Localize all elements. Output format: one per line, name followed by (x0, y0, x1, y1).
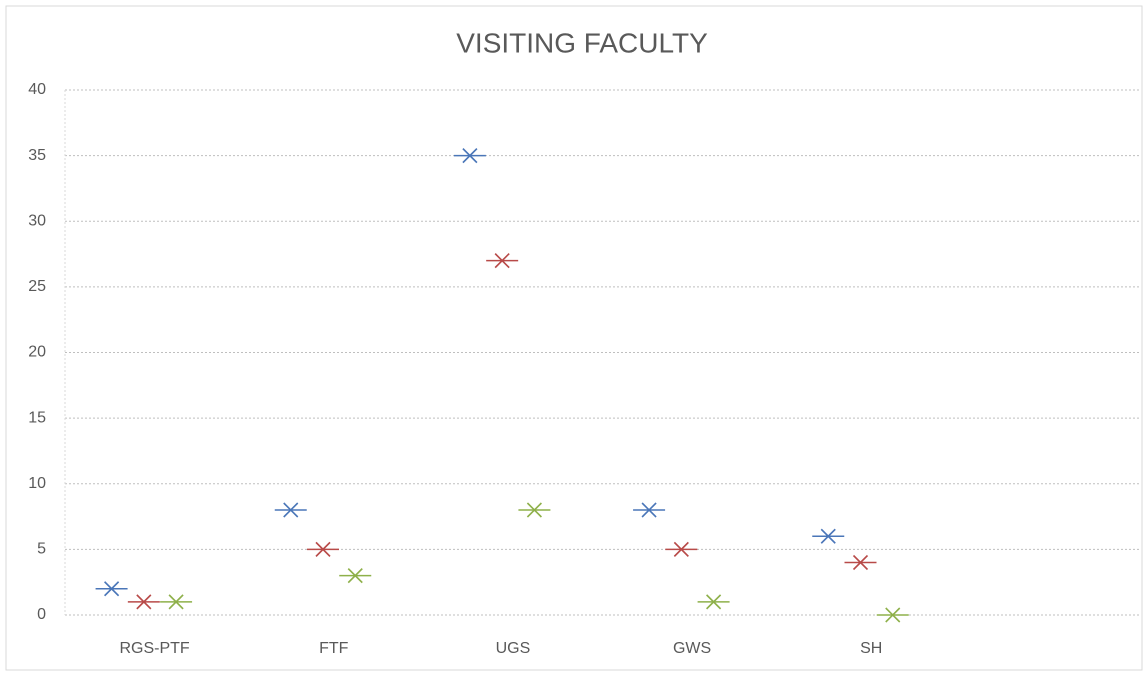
marker (307, 541, 339, 557)
marker-part (820, 528, 836, 544)
marker (274, 502, 307, 518)
marker (844, 554, 877, 571)
y-tick-label: 40 (28, 81, 46, 98)
y-tick-label: 35 (28, 147, 46, 164)
marker (127, 594, 160, 610)
y-tick-label: 30 (28, 212, 46, 229)
marker-part (885, 607, 901, 623)
marker-part (104, 581, 120, 597)
marker-part (347, 568, 363, 584)
marker-part (168, 594, 184, 610)
marker (518, 502, 551, 518)
x-tick-label: SH (860, 640, 882, 657)
marker-part (315, 541, 331, 557)
marker-part (673, 541, 689, 557)
marker-part (852, 554, 869, 571)
x-tick-label: GWS (673, 640, 711, 657)
marker-part (706, 594, 722, 610)
marker (160, 594, 193, 610)
marker-part (641, 502, 657, 518)
marker (812, 528, 845, 544)
x-tick-label: RGS-PTF (119, 640, 189, 657)
marker (486, 253, 519, 269)
chart-title: VISITING FACULTY (456, 27, 708, 58)
y-tick-label: 25 (28, 278, 46, 295)
marker-part (136, 594, 152, 610)
marker (95, 581, 128, 597)
marker-part (283, 502, 299, 518)
x-tick-label: FTF (319, 640, 349, 657)
marker (633, 502, 666, 518)
y-tick-label: 0 (37, 606, 46, 623)
x-tick-label: UGS (496, 640, 531, 657)
marker (665, 541, 698, 557)
marker (876, 607, 909, 623)
marker (339, 568, 372, 584)
marker (453, 148, 486, 164)
y-tick-label: 20 (28, 344, 46, 361)
y-tick-label: 15 (28, 409, 46, 426)
y-tick-label: 10 (28, 475, 46, 492)
marker-part (526, 502, 542, 518)
marker-part (462, 148, 478, 164)
y-tick-label: 5 (37, 541, 46, 558)
marker (697, 594, 730, 610)
marker-part (494, 253, 510, 269)
chart-frame (5, 5, 1143, 671)
